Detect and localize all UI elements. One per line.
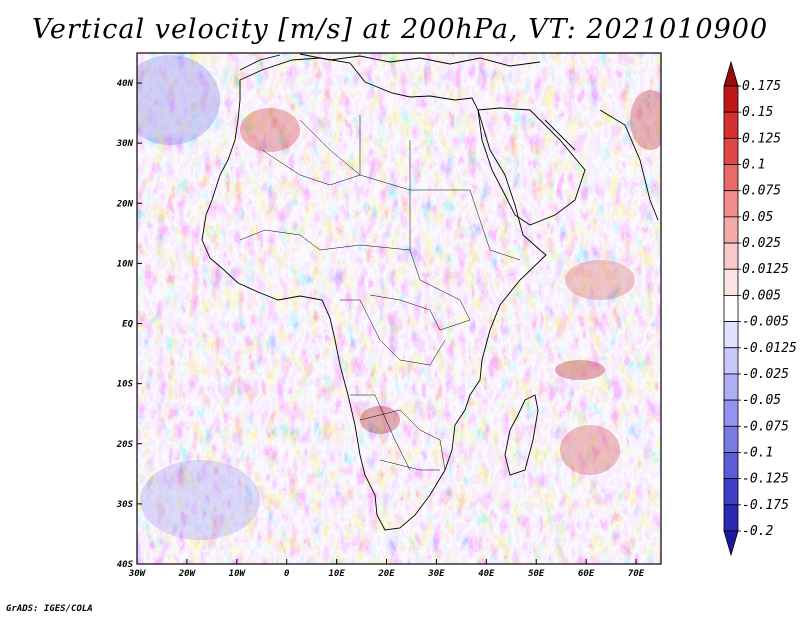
lat-tick-label: 30S: [116, 500, 134, 510]
chart-title: Vertical velocity [m/s] at 200hPa, VT: 2…: [31, 14, 769, 45]
madagascar-outline: [504, 394, 539, 476]
colorbar-swatch: [723, 85, 739, 113]
colorbar-bottom-arrow: [723, 530, 739, 557]
colorbar-label: 0.075: [742, 184, 781, 199]
lon-tick-label: 20W: [178, 569, 197, 579]
colorbar-swatch: [723, 164, 739, 192]
arabia-coastline: [477, 107, 586, 226]
colorbar-label: 0.025: [742, 236, 781, 251]
colorbar-swatch: [723, 373, 739, 401]
colorbar-swatch: [723, 268, 739, 296]
colorbar-swatch: [723, 295, 739, 322]
persian-gulf: [544, 119, 576, 151]
colorbar-label: 0.175: [742, 79, 781, 94]
colorbar-swatch: [723, 399, 739, 427]
lat-tick-group: 40N 30N 20N 10N EQ 10S 20S 30S 40S: [116, 79, 142, 570]
colorbar-label: 0.15: [742, 105, 773, 120]
field-shading: [137, 53, 661, 564]
plot-frame: [136, 52, 662, 565]
colorbar-label: 0.125: [742, 131, 781, 146]
lon-tick-label: 30E: [427, 569, 445, 579]
africa-coastline: [201, 57, 547, 531]
colorbar-label: -0.125: [742, 472, 789, 487]
lon-tick-group: 30W 20W 10W 0 10E 20E 30E 40E 50E 60E 70E: [128, 559, 645, 579]
colorbar-label: -0.05: [742, 393, 781, 408]
lon-tick-label: 50E: [528, 569, 545, 579]
lon-tick-label: 60E: [578, 569, 595, 579]
lat-tick-label: 20S: [116, 440, 134, 450]
colorbar-swatch: [723, 137, 739, 165]
lat-tick-label: EQ: [122, 320, 133, 330]
colorbar-swatch: [723, 190, 739, 218]
colorbar-label: 0.0125: [742, 262, 789, 277]
colorbar-label: 0.05: [742, 210, 773, 225]
country-borders: [239, 115, 521, 471]
lon-tick-label: 20E: [377, 569, 395, 579]
colorbar-swatch: [723, 452, 739, 480]
colorbar-label: -0.2: [742, 524, 773, 539]
colorbar-label: -0.075: [742, 419, 789, 434]
colorbar-swatch: [723, 111, 739, 139]
lon-tick-label: 70E: [628, 569, 645, 579]
footer-credit: GrADS: IGES/COLA: [6, 604, 93, 614]
colorbar-swatch: [723, 347, 739, 375]
colorbar-swatch: [723, 504, 739, 532]
lat-tick-label: 10N: [117, 259, 134, 269]
lat-tick-label: 40S: [117, 560, 134, 570]
lat-tick-label: 20N: [116, 199, 134, 209]
colorbar-swatch: [723, 216, 739, 244]
colorbar-swatch: [723, 425, 739, 453]
india-coastline: [599, 109, 659, 221]
coastlines: [201, 53, 659, 531]
colorbar-label: -0.005: [742, 315, 789, 330]
colorbar-swatch: [723, 478, 739, 506]
colorbar-top-arrow: [723, 60, 739, 87]
colorbar-label: -0.175: [742, 498, 789, 513]
colorbar-label: 0.1: [742, 158, 765, 173]
colorbar-swatch: [723, 242, 739, 270]
colorbar-label: -0.025: [742, 367, 789, 382]
colorbar-label: -0.1: [742, 445, 773, 460]
colorbar: 0.175 0.15 0.125 0.1 0.075 0.05 0.025 0.0125 0.0…: [723, 60, 797, 557]
lon-tick-label: 40E: [478, 569, 495, 579]
colorbar-label: -0.0125: [742, 341, 797, 356]
lat-tick-label: 40N: [117, 79, 134, 89]
lon-tick-label: 10E: [328, 569, 345, 579]
europe-coastline: [239, 53, 541, 71]
lon-tick-label: 10W: [229, 569, 247, 579]
lon-tick-label: 30W: [128, 569, 147, 579]
colorbar-swatch: [723, 321, 739, 349]
lon-tick-label: 0: [284, 569, 290, 579]
lat-tick-label: 10S: [117, 380, 134, 390]
lat-tick-label: 30N: [116, 139, 134, 149]
colorbar-label: 0.005: [742, 288, 781, 303]
